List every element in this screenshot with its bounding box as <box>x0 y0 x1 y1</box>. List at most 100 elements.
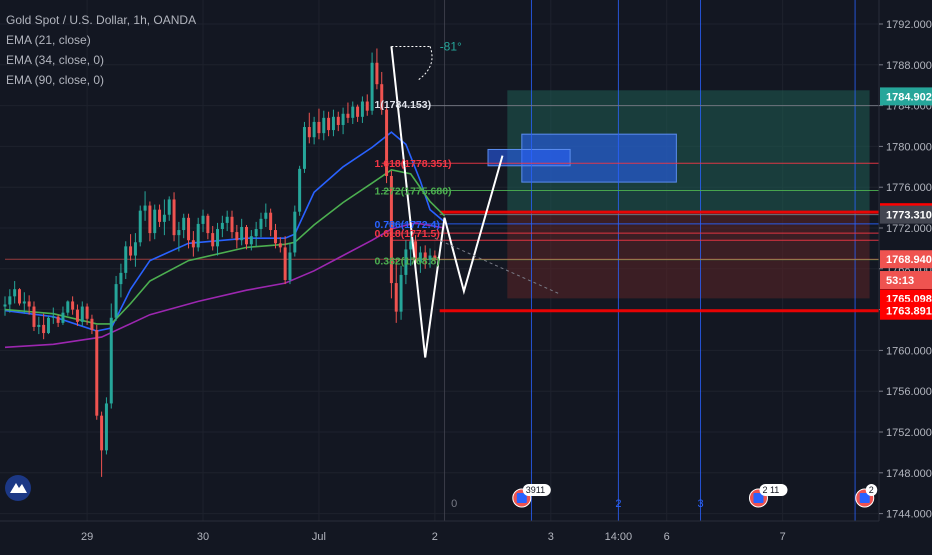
candle[interactable] <box>278 237 282 253</box>
candle[interactable] <box>13 281 17 304</box>
candle[interactable] <box>245 224 248 250</box>
candle[interactable] <box>418 246 422 273</box>
candle[interactable] <box>336 111 340 132</box>
candle[interactable] <box>75 304 79 326</box>
legend-ema-21[interactable]: EMA (21, close) <box>6 33 91 47</box>
candle[interactable] <box>327 111 331 137</box>
candle[interactable] <box>351 101 355 124</box>
candle[interactable] <box>129 234 133 261</box>
candle[interactable] <box>71 296 75 315</box>
candle[interactable] <box>302 121 306 173</box>
candle[interactable] <box>370 52 374 115</box>
candle[interactable] <box>104 397 108 455</box>
candle[interactable] <box>85 303 89 325</box>
candle[interactable] <box>114 275 118 321</box>
candle[interactable] <box>264 203 268 227</box>
candle[interactable] <box>375 48 379 90</box>
event-marker[interactable]: 2 <box>855 484 878 508</box>
candle[interactable] <box>220 215 224 238</box>
candle[interactable] <box>312 116 316 145</box>
price-label-tag[interactable]: 1773.310 <box>880 205 932 224</box>
candle[interactable] <box>56 314 60 327</box>
event-marker[interactable]: 2 11 <box>748 484 788 508</box>
candle[interactable] <box>187 213 191 249</box>
candle[interactable] <box>143 191 147 221</box>
candle[interactable] <box>360 96 364 123</box>
price-label-tag[interactable]: 1784.902 <box>880 87 932 106</box>
price-label-tag[interactable]: 1768.940 <box>880 250 932 269</box>
candle[interactable] <box>138 205 142 247</box>
candle[interactable] <box>385 104 389 184</box>
legend-ema-90[interactable]: EMA (90, close, 0) <box>6 73 105 87</box>
candle[interactable] <box>46 315 50 335</box>
candle[interactable] <box>158 204 162 227</box>
candle[interactable] <box>423 245 427 269</box>
candle[interactable] <box>230 210 234 239</box>
candle[interactable] <box>283 236 287 285</box>
candle[interactable] <box>254 221 258 247</box>
candle[interactable] <box>293 205 297 257</box>
candle[interactable] <box>153 204 157 240</box>
candle[interactable] <box>124 241 128 279</box>
candle[interactable] <box>119 263 123 298</box>
candle[interactable] <box>298 165 302 216</box>
price-axis[interactable]: 1792.0001788.0001784.0001780.0001776.000… <box>878 0 932 521</box>
legend-ema-34[interactable]: EMA (34, close, 0) <box>6 53 105 67</box>
candle[interactable] <box>322 110 326 141</box>
candle[interactable] <box>196 217 200 252</box>
candle[interactable] <box>211 225 215 251</box>
event-marker[interactable]: 3911 <box>512 484 551 508</box>
candle[interactable] <box>148 201 152 242</box>
candle[interactable] <box>100 411 104 477</box>
candle[interactable] <box>3 296 7 316</box>
candle[interactable] <box>162 199 166 236</box>
candle[interactable] <box>288 243 292 285</box>
candle[interactable] <box>133 233 137 267</box>
time-axis[interactable]: 29 30 Jul 2 3 14:00 6 7 <box>0 520 879 543</box>
candle[interactable] <box>66 300 70 316</box>
candle[interactable] <box>90 314 94 335</box>
candle[interactable] <box>167 196 171 221</box>
candle[interactable] <box>404 240 408 285</box>
candle[interactable] <box>109 303 113 409</box>
candle[interactable] <box>269 208 273 237</box>
candle[interactable] <box>346 102 350 123</box>
candle[interactable] <box>433 250 437 264</box>
candle[interactable] <box>317 108 321 140</box>
price-label-tag[interactable]: 53:13 <box>880 271 932 290</box>
candle[interactable] <box>177 221 181 252</box>
candle[interactable] <box>240 218 244 246</box>
candle[interactable] <box>42 313 46 340</box>
candle[interactable] <box>428 248 432 268</box>
candle[interactable] <box>22 292 26 314</box>
candle[interactable] <box>80 301 84 326</box>
candle[interactable] <box>331 109 335 137</box>
candle[interactable] <box>225 210 229 232</box>
candle[interactable] <box>191 231 195 257</box>
candle[interactable] <box>399 265 403 320</box>
candle[interactable] <box>307 112 311 144</box>
candle[interactable] <box>32 301 36 332</box>
candle[interactable] <box>394 258 398 323</box>
candle[interactable] <box>380 71 384 115</box>
candle[interactable] <box>95 324 99 420</box>
candle[interactable] <box>172 192 176 242</box>
candle[interactable] <box>17 288 21 306</box>
candle[interactable] <box>216 222 220 256</box>
candle[interactable] <box>273 223 277 249</box>
candle[interactable] <box>341 107 345 135</box>
candle[interactable] <box>201 209 205 233</box>
candle[interactable] <box>235 224 239 249</box>
candle[interactable] <box>61 306 65 325</box>
candle[interactable] <box>409 232 413 266</box>
candle[interactable] <box>365 94 369 116</box>
candle[interactable] <box>51 307 55 324</box>
candle[interactable] <box>8 289 12 313</box>
candle[interactable] <box>182 213 186 239</box>
candle[interactable] <box>27 295 31 315</box>
candle[interactable] <box>389 170 393 299</box>
candle[interactable] <box>249 230 253 251</box>
plot-area[interactable]: -81° 1(1784.153) 1.618(1778.351) 1.272(1775… <box>0 0 879 521</box>
